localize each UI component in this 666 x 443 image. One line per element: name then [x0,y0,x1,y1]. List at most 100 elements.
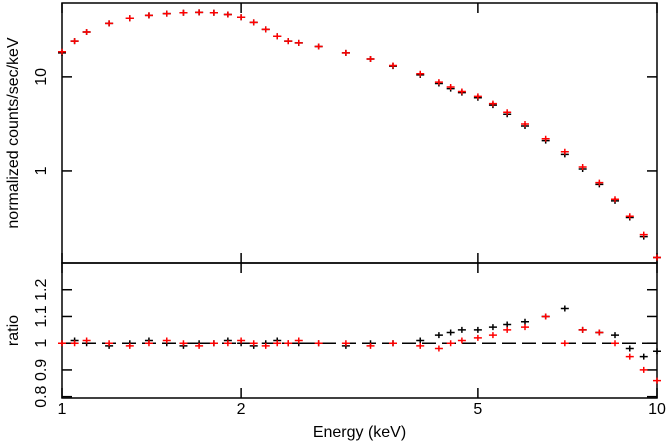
data-point [223,340,232,347]
data-point [578,326,587,333]
data-point [273,33,282,40]
x-tick-label: 5 [473,401,482,418]
y-tick-label: 1.2 [33,279,50,301]
data-point [625,353,634,360]
data-point [488,332,497,339]
data-point [162,337,171,344]
data-point [105,20,114,27]
data-point [611,340,620,347]
data-point [366,55,375,62]
data-point [179,340,188,347]
data-point [195,342,204,349]
data-point [503,109,512,116]
y-tick-label: 10 [33,68,50,86]
data-point [457,337,466,344]
data-point [653,254,661,261]
x-tick-label: 1 [58,401,67,418]
data-point [473,334,482,341]
data-point [209,340,218,347]
data-point [179,9,188,16]
data-point [162,10,171,17]
data-point [294,337,303,344]
data-point [473,93,482,100]
data-point [521,324,529,331]
data-point [314,43,323,50]
data-point [521,318,529,325]
data-point [389,62,397,69]
data-point [611,196,620,203]
data-point [125,342,134,349]
data-point [457,88,466,95]
x-tick-label: 10 [648,401,666,418]
data-point [434,345,443,352]
y-axis-label: ratio [5,315,22,346]
data-point [314,340,323,347]
data-point [416,70,425,77]
data-point [457,326,466,333]
y-tick-label: 0.9 [33,359,50,381]
data-point [70,38,79,45]
data-point [366,342,375,349]
data-point [521,121,529,128]
data-point [273,340,282,347]
data-point [434,79,443,86]
data-point [58,48,66,55]
data-point [341,49,350,56]
y-tick-label: 1 [33,339,50,348]
data-point [284,340,293,347]
data-point [473,326,482,333]
data-point [541,135,550,142]
data-point [389,340,397,347]
data-point [125,15,134,22]
data-point [653,377,661,384]
data-point [611,332,620,339]
data-point [578,164,587,171]
data-point [625,345,634,352]
data-point [541,313,550,320]
data-point [560,305,569,312]
data-point [294,39,303,46]
y-tick-label: 1.1 [33,305,50,327]
data-point [416,342,425,349]
data-point [446,329,455,336]
data-point [639,231,648,238]
data-point [653,348,661,355]
data-point [261,26,270,33]
data-point [237,337,246,344]
data-point [58,340,66,347]
data-point [560,340,569,347]
data-point [209,9,218,16]
data-point [70,340,79,347]
data-point [639,366,648,373]
data-point [82,337,91,344]
data-point [144,12,153,19]
data-point [223,11,232,18]
data-point [284,38,293,45]
data-point [503,326,512,333]
data-point [488,324,497,331]
data-point [639,353,648,360]
data-point [446,340,455,347]
data-point [416,337,425,344]
data-point [446,84,455,91]
x-axis-label: Energy (keV) [313,424,406,441]
data-point [341,340,350,347]
data-point [488,100,497,107]
y-tick-label: 0.8 [33,385,50,407]
data-point [249,19,258,26]
data-point [144,340,153,347]
data-point [237,14,246,21]
y-axis-label: normalized counts/sec/keV [5,37,22,229]
data-point [195,9,204,16]
plot-frame [61,2,658,264]
data-point [249,340,258,347]
data-point [503,321,512,328]
data-point [595,329,604,336]
data-point [560,148,569,155]
data-point [625,213,634,220]
data-point [82,28,91,35]
y-tick-label: 1 [33,166,50,175]
data-point [105,340,114,347]
